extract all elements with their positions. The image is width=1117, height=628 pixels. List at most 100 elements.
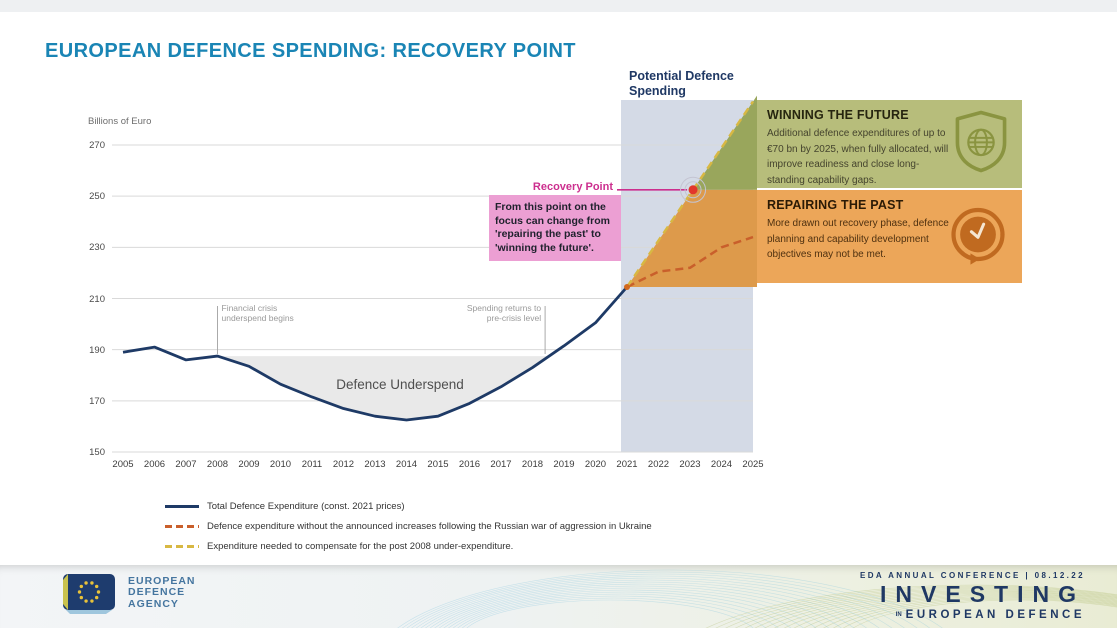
conference-in-mark: IN: [895, 611, 902, 618]
x-tick-2011: 2011: [301, 459, 323, 470]
eda-logo-line1: EUROPEAN: [128, 574, 196, 587]
y-axis-title: Billions of Euro: [88, 116, 152, 127]
mesh-curve: [705, 584, 1117, 628]
top-strip: [0, 0, 1117, 12]
mesh-curve: [443, 589, 817, 628]
x-tick-2009: 2009: [238, 459, 260, 470]
legend-swatch-0: [165, 505, 199, 508]
flag-star: [77, 590, 82, 594]
recovery-note-box: From this point on the focus can change …: [489, 195, 621, 261]
shield-globe-icon: [952, 110, 1010, 179]
y-tick-270: 270: [89, 140, 105, 151]
y-tick-250: 250: [89, 191, 105, 203]
x-tick-2006: 2006: [143, 459, 166, 470]
x-tick-2021: 2021: [616, 459, 638, 470]
flag-star: [79, 584, 84, 589]
x-tick-2005: 2005: [112, 459, 134, 470]
legend-item-1: Defence expenditure without the announce…: [165, 521, 652, 532]
y-tick-170: 170: [89, 395, 105, 407]
legend-label-0: Total Defence Expenditure (const. 2021 p…: [207, 501, 405, 512]
x-tick-2017: 2017: [490, 459, 512, 470]
series-line-1: [626, 235, 754, 289]
mesh-curve: [452, 593, 792, 628]
mesh-curve: [842, 598, 1117, 628]
mesh-curve: [823, 596, 1117, 628]
mesh-curve: [715, 585, 1117, 628]
x-tick-2020: 2020: [584, 459, 607, 470]
y-tick-210: 210: [89, 293, 105, 305]
repairing-shaded-area: [627, 189, 757, 287]
mesh-curve: [832, 597, 1117, 628]
repairing-body: More drawn out recovery phase, defence p…: [767, 218, 949, 260]
mesh-curve: [783, 592, 1117, 628]
mesh-curve: [744, 588, 1117, 628]
flag-star: [84, 581, 88, 585]
mesh-curve: [725, 586, 1117, 628]
history-clock-icon: [946, 202, 1010, 271]
x-tick-2015: 2015: [427, 459, 449, 470]
series-line-0: [122, 286, 629, 422]
x-tick-2025: 2025: [742, 459, 764, 470]
mesh-curve: [813, 595, 1117, 628]
eda-flag-icon: [63, 574, 115, 614]
conference-defence: EUROPEAN DEFENCE: [905, 609, 1085, 621]
conference-investing: INVESTING: [880, 581, 1085, 607]
mesh-curve: [397, 569, 943, 628]
legend-item-2: Expenditure needed to compensate for the…: [165, 541, 652, 552]
x-tick-2008: 2008: [206, 459, 229, 470]
x-tick-2022: 2022: [647, 459, 670, 470]
footer-mesh-decoration: [397, 569, 1117, 628]
flag-star: [94, 584, 99, 589]
mesh-curve: [448, 591, 804, 628]
repairing-title: REPAIRING THE PAST: [767, 198, 904, 212]
x-tick-2023: 2023: [679, 459, 701, 470]
projection-band-label: Potential Defence Spending: [629, 69, 734, 98]
mesh-curve: [457, 595, 779, 628]
mesh-curve: [406, 573, 918, 628]
y-tick-230: 230: [89, 242, 105, 254]
mesh-curve: [764, 590, 1117, 628]
recovery-ring-inner: [684, 181, 702, 199]
eda-logo-line2: DEFENCE: [128, 586, 186, 599]
winning-the-future-box: WINNING THE FUTURE Additional defence ex…: [757, 100, 1022, 188]
legend-swatch-1: [165, 525, 199, 528]
mesh-curve: [420, 579, 880, 628]
winning-body: Additional defence expenditures of up to…: [767, 128, 949, 186]
x-tick-2018: 2018: [521, 459, 544, 470]
repairing-the-past-box: REPAIRING THE PAST More drawn out recove…: [757, 190, 1022, 283]
legend-item-0: Total Defence Expenditure (const. 2021 p…: [165, 501, 652, 512]
x-tick-2013: 2013: [364, 459, 386, 470]
conference-name: EDA ANNUAL CONFERENCE | 08.12.22: [860, 571, 1085, 580]
mesh-curve: [425, 581, 867, 628]
recovery-point-dot: [688, 185, 698, 195]
y-tick-150: 150: [89, 447, 105, 458]
mesh-curve: [429, 583, 855, 628]
mesh-curve: [774, 591, 1117, 628]
y-tick-190: 190: [89, 344, 105, 356]
conference-subtitle: IN EUROPEAN DEFENCE: [860, 609, 1085, 621]
mesh-curve: [434, 585, 842, 628]
flag-star: [96, 590, 101, 594]
series-junction-dot: [624, 283, 630, 290]
legend-label-2: Expenditure needed to compensate for the…: [207, 541, 514, 552]
mesh-curve: [401, 571, 931, 628]
x-tick-2019: 2019: [553, 459, 575, 470]
eda-logo: EUROPEAN DEFENCE AGENCY: [60, 572, 196, 614]
series-line-2: [625, 100, 755, 288]
x-tick-2024: 2024: [710, 459, 733, 470]
page-title: EUROPEAN DEFENCE SPENDING: RECOVERY POIN…: [45, 40, 576, 62]
mesh-curve: [852, 599, 1117, 628]
recovery-ring-outer: [680, 176, 707, 203]
flag-star: [94, 595, 99, 600]
flag-star: [90, 581, 94, 585]
mesh-curve: [438, 587, 830, 628]
mesh-curve: [793, 593, 1117, 628]
mesh-curve: [735, 587, 1117, 628]
annotation-text-0: Financial crisis underspend begins: [221, 303, 294, 323]
x-tick-2014: 2014: [395, 459, 418, 470]
mesh-curve: [415, 577, 893, 628]
mesh-curve: [411, 575, 905, 628]
x-tick-2016: 2016: [458, 459, 481, 470]
eda-logo-text: EUROPEAN DEFENCE AGENCY: [128, 574, 196, 611]
mesh-curve: [461, 597, 767, 628]
